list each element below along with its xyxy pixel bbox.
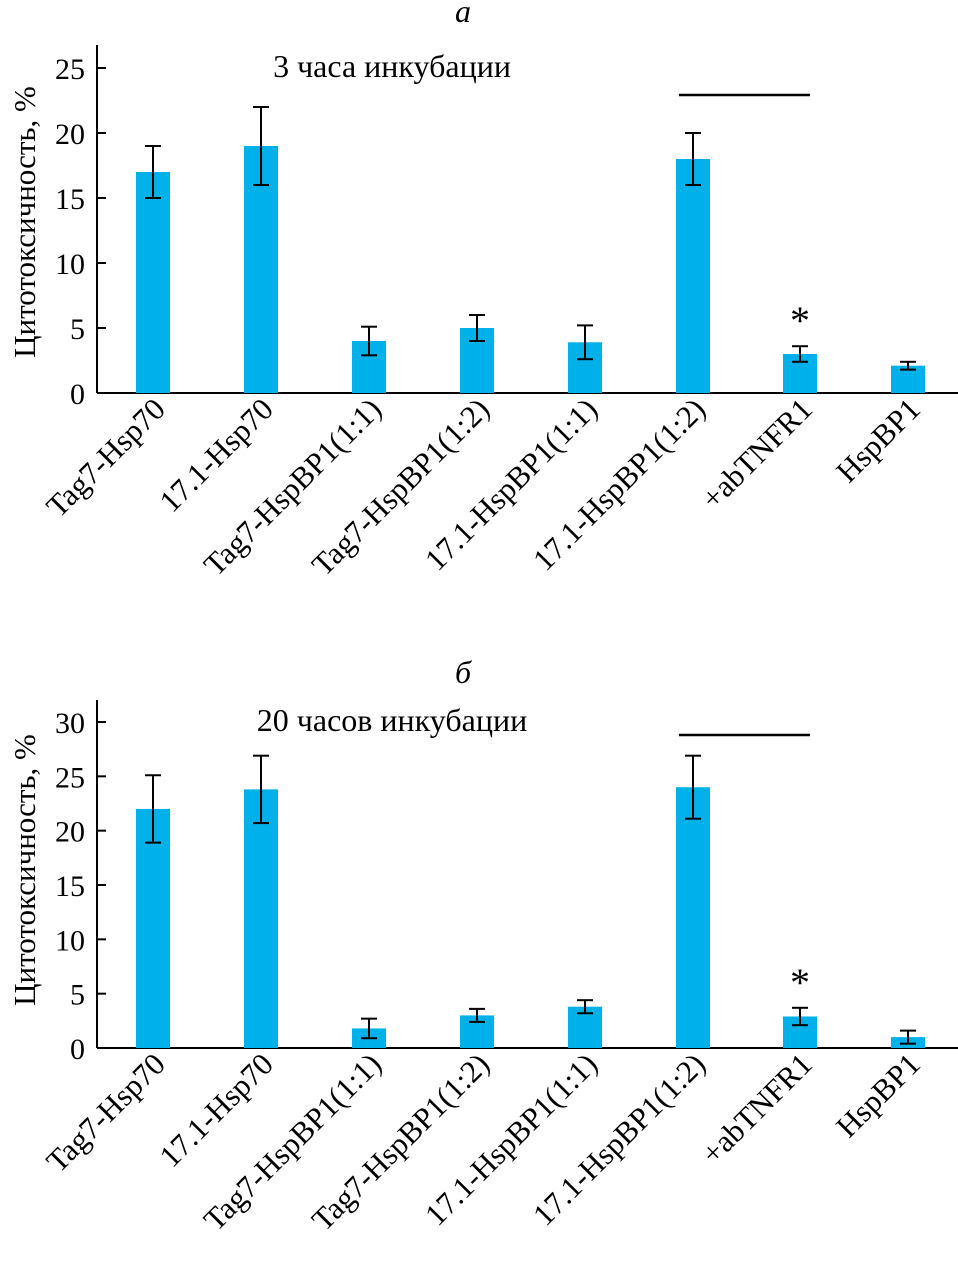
error-bar xyxy=(900,1029,916,1045)
error-bar xyxy=(900,360,916,371)
y-tick-label: 10 xyxy=(55,248,85,281)
bar xyxy=(676,159,710,393)
bar xyxy=(136,808,170,1048)
y-tick-label: 20 xyxy=(55,118,85,151)
error-bar xyxy=(253,754,269,825)
y-tick-label: 0 xyxy=(70,378,85,411)
x-tick-label: +abTNFR1 xyxy=(694,1046,819,1171)
y-tick-label: 15 xyxy=(55,183,85,216)
panel-b: б 20 часов инкубации Цитотоксичность, % … xyxy=(7,654,958,1237)
error-bar xyxy=(145,145,161,199)
x-tick-label: Tag7-Hsp70 xyxy=(39,1046,172,1179)
error-bar xyxy=(253,106,269,186)
panel-a: а 3 часа инкубации Цитотоксичность, % 0 5… xyxy=(7,0,958,582)
bar xyxy=(244,146,278,393)
error-bar xyxy=(469,314,485,342)
x-tick-label: +abTNFR1 xyxy=(694,391,819,516)
bar xyxy=(676,787,710,1048)
y-tick-label: 0 xyxy=(70,1033,85,1066)
error-bar xyxy=(145,774,161,844)
error-bar xyxy=(469,1007,485,1023)
error-bar xyxy=(577,324,593,361)
y-tick-label: 10 xyxy=(55,924,85,957)
y-axis-label: Цитотоксичность, % xyxy=(7,734,42,1006)
chart-title: 3 часа инкубации xyxy=(273,48,511,84)
y-tick-label: 25 xyxy=(55,761,85,794)
y-tick-label: 5 xyxy=(70,979,85,1012)
panel-letter: б xyxy=(455,654,472,690)
bar xyxy=(244,789,278,1048)
error-bar xyxy=(685,754,701,820)
error-bar xyxy=(792,1006,808,1027)
significance-asterisk: * xyxy=(790,960,810,1005)
y-tick-label: 30 xyxy=(55,707,85,740)
y-axis-label: Цитотоксичность, % xyxy=(7,86,42,358)
error-bar xyxy=(361,1017,377,1040)
error-bar xyxy=(361,325,377,357)
chart-title: 20 часов инкубации xyxy=(257,702,527,738)
x-tick-label: HspBP1 xyxy=(829,1046,927,1144)
error-bar xyxy=(792,345,808,363)
bar xyxy=(136,172,170,393)
x-tick-label: HspBP1 xyxy=(829,391,927,489)
y-tick-label: 5 xyxy=(70,313,85,346)
y-tick-label: 25 xyxy=(55,53,85,86)
significance-asterisk: * xyxy=(790,298,810,343)
y-tick-label: 20 xyxy=(55,816,85,849)
error-bar xyxy=(685,132,701,186)
error-bar xyxy=(577,999,593,1015)
panel-letter: а xyxy=(455,0,471,29)
x-tick-label: Tag7-Hsp70 xyxy=(39,391,172,524)
y-tick-label: 15 xyxy=(55,870,85,903)
